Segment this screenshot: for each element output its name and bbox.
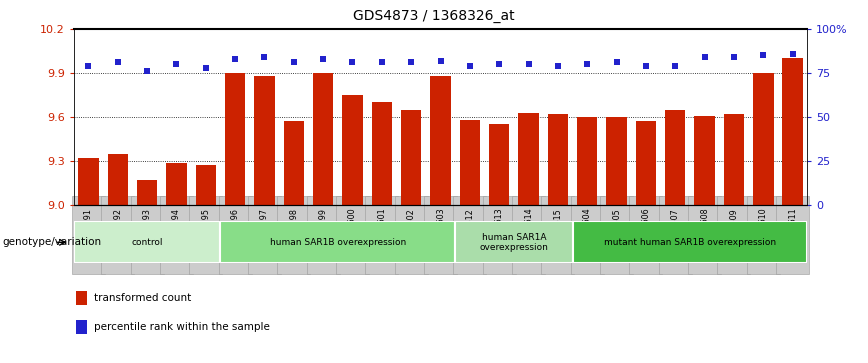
Point bbox=[551, 63, 565, 69]
Point bbox=[345, 60, 359, 65]
Bar bbox=[518, 113, 539, 205]
Bar bbox=[254, 76, 275, 205]
Bar bbox=[455, 221, 573, 263]
Text: human SAR1B overexpression: human SAR1B overexpression bbox=[270, 238, 406, 247]
Bar bbox=[137, 180, 157, 205]
Point bbox=[199, 65, 213, 71]
Point bbox=[375, 60, 389, 65]
Point bbox=[258, 54, 272, 60]
Bar bbox=[548, 114, 569, 205]
Point bbox=[492, 61, 506, 67]
Point bbox=[786, 51, 799, 57]
Point bbox=[463, 63, 477, 69]
Bar bbox=[74, 221, 220, 263]
Point bbox=[82, 63, 95, 69]
Bar bbox=[195, 166, 216, 205]
Point bbox=[228, 56, 242, 62]
Point bbox=[433, 58, 448, 64]
Point bbox=[580, 61, 594, 67]
Bar bbox=[76, 320, 87, 334]
Point bbox=[698, 54, 712, 60]
Point bbox=[169, 61, 183, 67]
Point bbox=[111, 60, 125, 65]
Point bbox=[756, 53, 770, 58]
Bar bbox=[635, 122, 656, 205]
Bar bbox=[665, 110, 686, 205]
Bar bbox=[220, 221, 455, 263]
Bar bbox=[78, 158, 99, 205]
Bar bbox=[76, 291, 87, 305]
Bar bbox=[782, 58, 803, 205]
Bar bbox=[606, 117, 627, 205]
Text: genotype/variation: genotype/variation bbox=[3, 237, 102, 247]
Point bbox=[404, 60, 418, 65]
Bar bbox=[284, 122, 304, 205]
Text: human SAR1A
overexpression: human SAR1A overexpression bbox=[479, 233, 549, 252]
Bar bbox=[431, 76, 450, 205]
Bar bbox=[489, 125, 510, 205]
Point bbox=[522, 61, 536, 67]
Text: mutant human SAR1B overexpression: mutant human SAR1B overexpression bbox=[604, 238, 776, 247]
Point bbox=[639, 63, 653, 69]
Bar bbox=[577, 117, 597, 205]
Bar bbox=[372, 102, 392, 205]
Point bbox=[286, 60, 300, 65]
Bar bbox=[724, 114, 744, 205]
Bar bbox=[401, 110, 422, 205]
Bar bbox=[753, 73, 773, 205]
Text: control: control bbox=[131, 238, 163, 247]
Text: percentile rank within the sample: percentile rank within the sample bbox=[94, 322, 270, 332]
Point bbox=[141, 68, 155, 74]
Point bbox=[668, 63, 682, 69]
Bar bbox=[459, 120, 480, 205]
Bar bbox=[694, 115, 715, 205]
Bar bbox=[108, 154, 128, 205]
Bar bbox=[342, 95, 363, 205]
Text: GDS4873 / 1368326_at: GDS4873 / 1368326_at bbox=[353, 9, 515, 23]
Bar bbox=[573, 221, 807, 263]
Text: transformed count: transformed count bbox=[94, 293, 191, 303]
Bar bbox=[225, 73, 246, 205]
Point bbox=[316, 56, 330, 62]
Point bbox=[727, 54, 740, 60]
Bar bbox=[312, 73, 333, 205]
Point bbox=[609, 60, 623, 65]
Bar bbox=[166, 163, 187, 205]
